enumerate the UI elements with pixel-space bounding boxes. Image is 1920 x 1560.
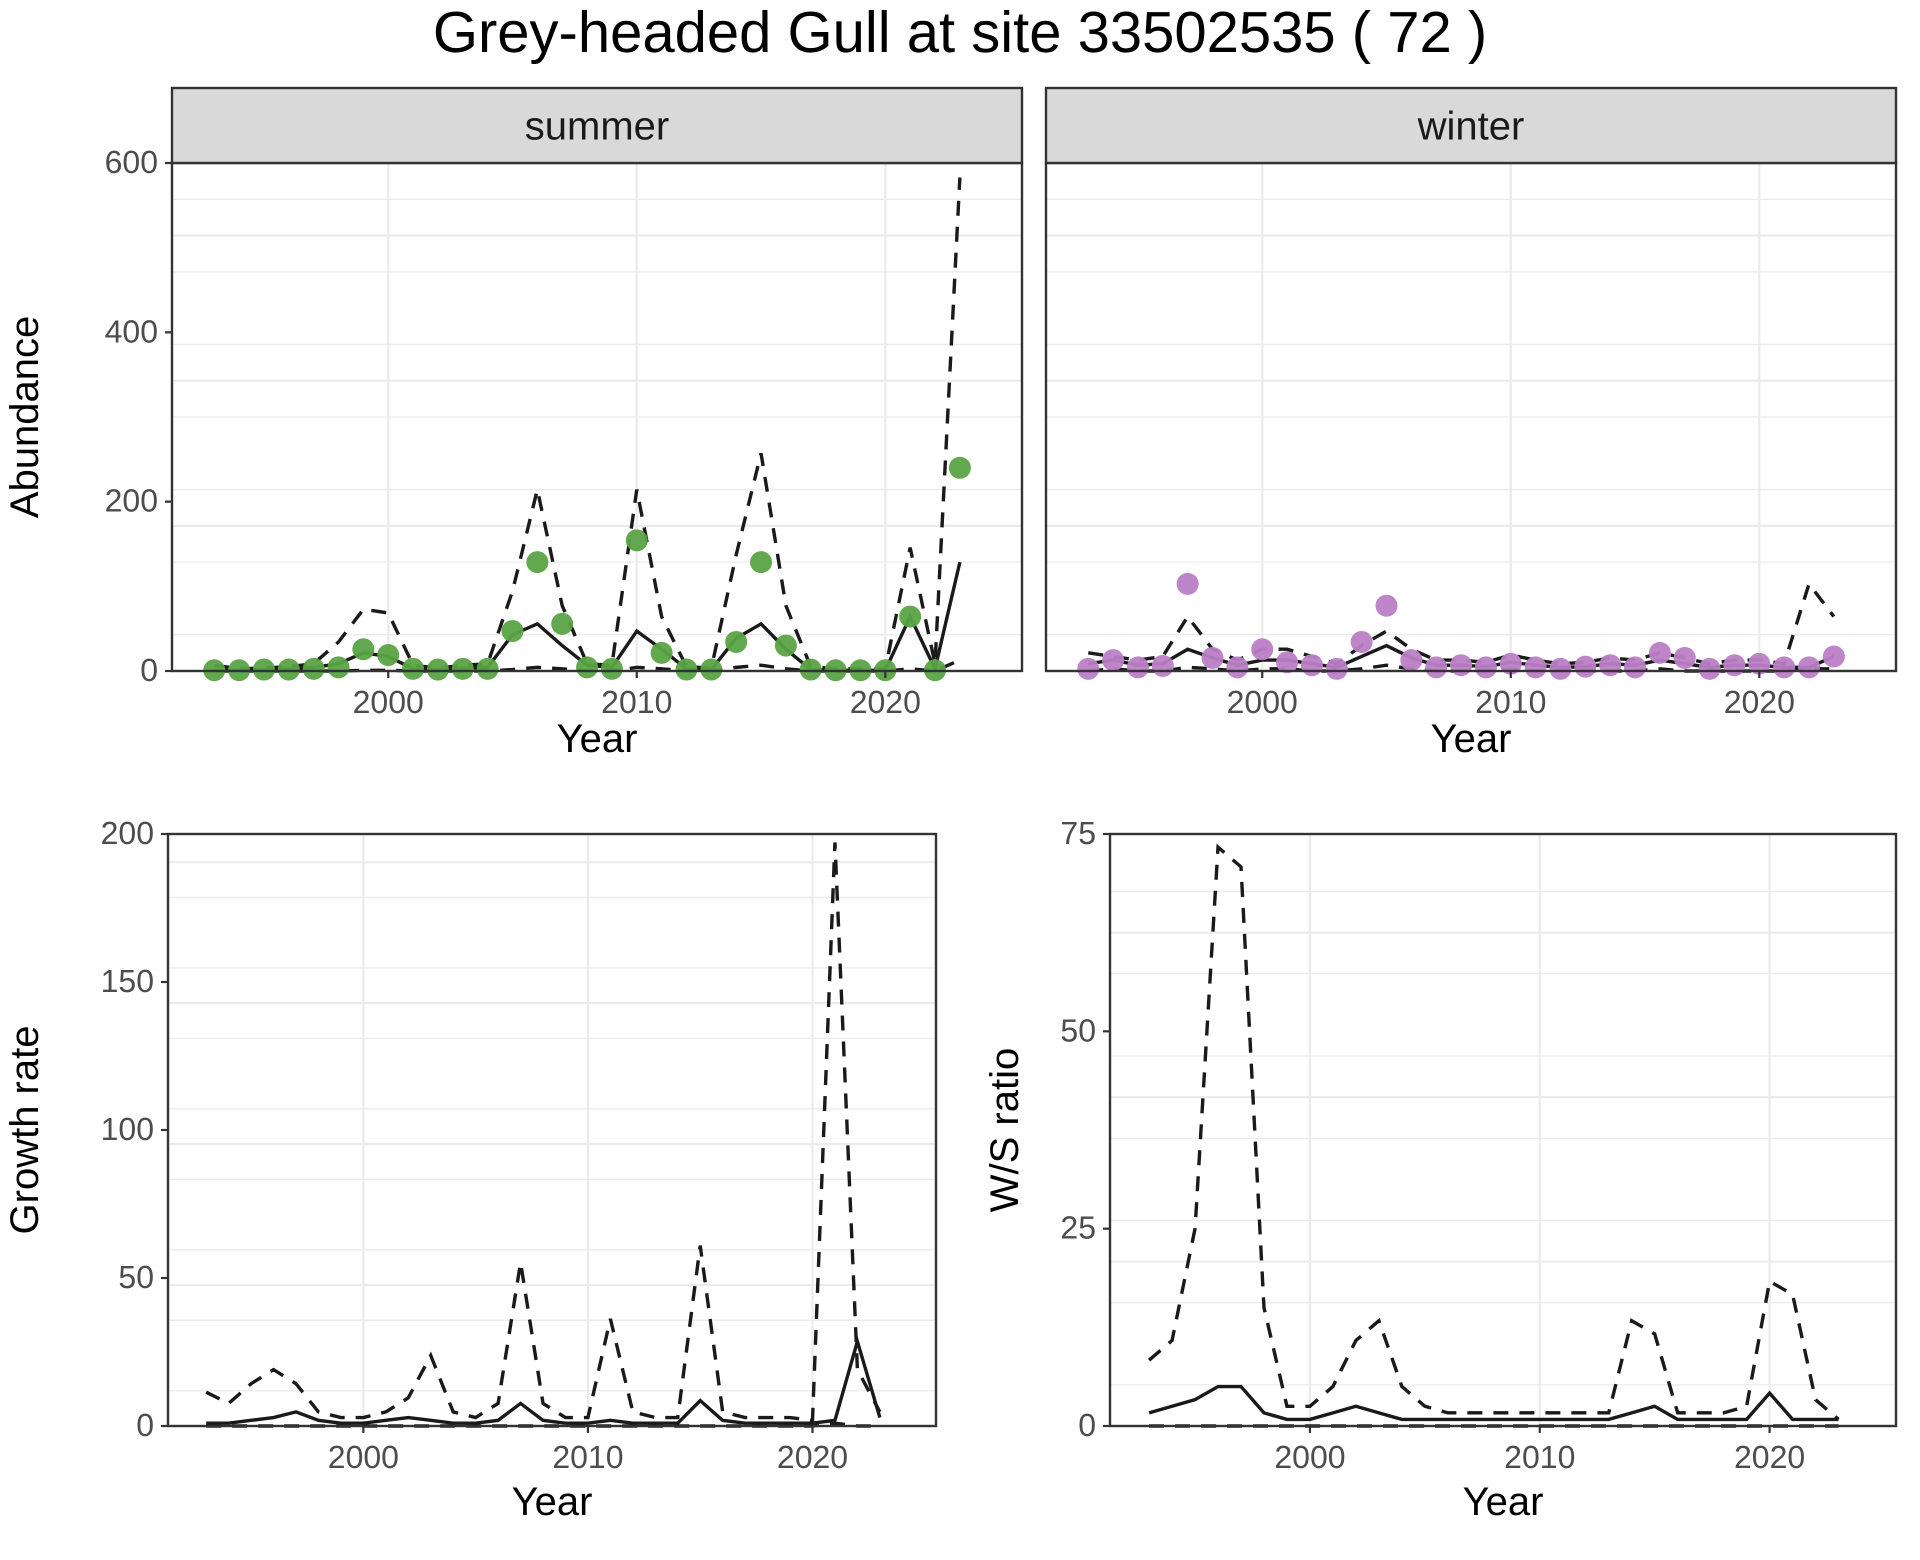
svg-text:2010: 2010 bbox=[552, 1439, 623, 1475]
svg-text:600: 600 bbox=[105, 144, 158, 180]
svg-text:2010: 2010 bbox=[1475, 684, 1546, 720]
svg-text:75: 75 bbox=[1060, 815, 1096, 851]
svg-text:2010: 2010 bbox=[1504, 1439, 1575, 1475]
svg-text:100: 100 bbox=[101, 1111, 154, 1147]
svg-text:0: 0 bbox=[1078, 1407, 1096, 1443]
svg-text:winter: winter bbox=[1417, 105, 1525, 149]
svg-text:400: 400 bbox=[105, 313, 158, 349]
svg-text:2020: 2020 bbox=[1724, 684, 1795, 720]
svg-text:2000: 2000 bbox=[1274, 1439, 1345, 1475]
svg-text:Year: Year bbox=[1463, 1480, 1544, 1524]
svg-text:W/S ratio: W/S ratio bbox=[983, 1048, 1027, 1212]
svg-text:2010: 2010 bbox=[601, 684, 672, 720]
svg-text:summer: summer bbox=[525, 105, 669, 149]
svg-text:2020: 2020 bbox=[850, 684, 921, 720]
svg-text:Growth rate: Growth rate bbox=[3, 1026, 47, 1235]
svg-text:2000: 2000 bbox=[328, 1439, 399, 1475]
svg-text:Grey-headed Gull at site 33502: Grey-headed Gull at site 33502535 ( 72 ) bbox=[433, 0, 1487, 65]
svg-text:150: 150 bbox=[101, 963, 154, 999]
svg-text:Abundance: Abundance bbox=[3, 316, 47, 518]
svg-text:0: 0 bbox=[140, 652, 158, 688]
svg-text:50: 50 bbox=[1060, 1012, 1096, 1048]
svg-text:2000: 2000 bbox=[1227, 684, 1298, 720]
svg-text:Year: Year bbox=[1431, 717, 1512, 761]
svg-text:200: 200 bbox=[101, 815, 154, 851]
svg-text:25: 25 bbox=[1060, 1210, 1096, 1246]
svg-text:2000: 2000 bbox=[353, 684, 424, 720]
svg-text:50: 50 bbox=[118, 1259, 154, 1295]
svg-text:200: 200 bbox=[105, 483, 158, 519]
svg-text:0: 0 bbox=[136, 1407, 154, 1443]
svg-text:Year: Year bbox=[512, 1480, 593, 1524]
svg-text:2020: 2020 bbox=[1734, 1439, 1805, 1475]
svg-text:2020: 2020 bbox=[777, 1439, 848, 1475]
svg-text:Year: Year bbox=[557, 717, 638, 761]
